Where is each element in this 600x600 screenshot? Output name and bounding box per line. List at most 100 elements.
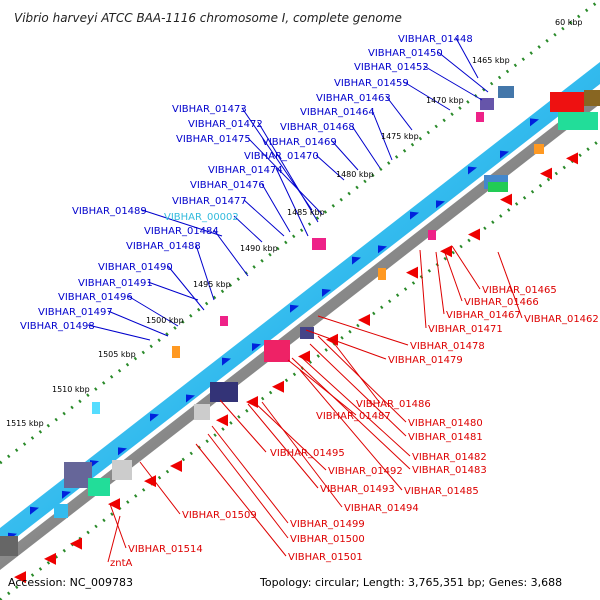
gene-feature-box — [194, 404, 210, 420]
reverse-gene-arrow — [500, 193, 512, 206]
reverse-gene-arrow — [440, 245, 452, 258]
gene-label-upper[interactable]: VIBHAR_01472 — [188, 119, 263, 130]
gene-label-lower[interactable]: VIBHAR_01471 — [428, 324, 503, 335]
gene-label-lower[interactable]: zntA — [110, 558, 133, 569]
reverse-gene-arrow — [468, 228, 480, 241]
gene-label-upper[interactable]: VIBHAR_01476 — [190, 180, 265, 191]
leader-line-lower — [195, 443, 287, 557]
gene-feature-box — [534, 144, 544, 154]
gene-label-lower[interactable]: VIBHAR_01465 — [482, 285, 557, 296]
gene-label-upper[interactable]: VIBHAR_01488 — [126, 241, 201, 252]
gene-label-lower[interactable]: VIBHAR_01501 — [288, 552, 363, 563]
gene-label-upper[interactable]: VIBHAR_01459 — [334, 78, 409, 89]
gene-label-upper[interactable]: VIBHAR_01474 — [208, 165, 283, 176]
gene-label-lower[interactable]: VIBHAR_01493 — [320, 484, 395, 495]
reverse-gene-arrow — [70, 537, 82, 550]
gene-label-lower[interactable]: VIBHAR_01514 — [128, 544, 203, 555]
reverse-gene-arrow — [44, 552, 56, 565]
tick-label: 1470 kbp — [426, 96, 464, 105]
gene-label-upper[interactable]: VIBHAR_01477 — [172, 196, 247, 207]
tick-label: 1465 kbp — [472, 56, 510, 65]
gene-label-upper[interactable]: VIBHAR_01452 — [354, 62, 429, 73]
leader-line-upper — [107, 310, 169, 337]
reverse-gene-arrow — [298, 350, 310, 363]
gene-label-lower[interactable]: VIBHAR_01482 — [412, 452, 487, 463]
gene-feature-box — [300, 327, 314, 339]
gene-label-upper[interactable]: VIBHAR_01484 — [144, 226, 219, 237]
leader-line-lower — [109, 503, 127, 549]
reverse-gene-arrow — [406, 266, 418, 279]
gene-label-lower[interactable]: VIBHAR_01466 — [464, 297, 539, 308]
label-leaders — [87, 37, 523, 563]
map-title: Vibrio harveyi ATCC BAA-1116 chromosome … — [14, 11, 402, 25]
leader-line-lower — [299, 369, 403, 491]
gene-label-upper[interactable]: VIBHAR_01490 — [98, 262, 173, 273]
gene-label-upper[interactable]: VIBHAR_01489 — [72, 206, 147, 217]
leader-line-lower — [207, 433, 289, 539]
gene-label-upper[interactable]: VIBHAR_01473 — [172, 104, 247, 115]
gene-label-upper[interactable]: VIBHAR_01491 — [78, 278, 153, 289]
accession-text: Accession: NC_009783 — [8, 576, 133, 589]
gene-label-upper[interactable]: VIBHAR_01496 — [58, 292, 133, 303]
gene-label-upper[interactable]: VIBHAR_01468 — [280, 122, 355, 133]
gene-label-upper[interactable]: VIBHAR_01469 — [262, 137, 337, 148]
gene-label-upper[interactable]: VIBHAR_01498 — [20, 321, 95, 332]
leader-line-upper — [167, 265, 205, 311]
gene-label-lower[interactable]: VIBHAR_01509 — [182, 510, 257, 521]
leader-line-lower — [261, 401, 343, 508]
gene-feature-box — [264, 340, 290, 362]
forward-genes — [8, 104, 569, 541]
gene-label-lower[interactable]: VIBHAR_01478 — [410, 341, 485, 352]
leader-line-upper — [195, 244, 215, 301]
forward-gene-arrow — [62, 490, 71, 499]
leader-line-lower — [317, 335, 407, 423]
gene-label-lower[interactable]: VIBHAR_01494 — [344, 503, 419, 514]
leader-line-lower — [305, 329, 387, 360]
gene-feature-box — [312, 238, 326, 250]
gene-label-lower[interactable]: VIBHAR_01485 — [404, 486, 479, 497]
gene-feature-box — [378, 268, 386, 280]
gene-label-lower[interactable]: VIBHAR_01499 — [290, 519, 365, 530]
gene-label-lower[interactable]: VIBHAR_01492 — [328, 466, 403, 477]
gene-label-upper[interactable]: VIBHAR_01450 — [368, 48, 443, 59]
leader-line-upper — [385, 95, 413, 131]
gene-label-upper[interactable]: VIBHAR_01464 — [300, 107, 375, 118]
gene-label-upper[interactable]: VIBHAR_01475 — [176, 134, 251, 145]
gene-feature-box — [550, 92, 584, 112]
gene-feature-box — [92, 402, 100, 414]
kbp-tick-track-outer — [0, 0, 600, 465]
gene-feature-box — [220, 316, 228, 326]
gene-label-lower[interactable]: VIBHAR_01480 — [408, 418, 483, 429]
gene-label-lower[interactable]: VIBHAR_01486 — [356, 399, 431, 410]
reverse-gene-arrow — [540, 167, 552, 180]
leader-line-lower — [291, 357, 411, 470]
gene-label-upper[interactable]: VIBHAR_01448 — [398, 34, 473, 45]
gene-label-lower[interactable]: VIBHAR_01462 — [524, 314, 599, 325]
leader-line-lower — [329, 337, 381, 404]
rna-label-upper[interactable]: VIBHAR_00002 — [164, 212, 239, 223]
forward-gene-arrow — [468, 166, 477, 175]
gene-label-lower[interactable]: VIBHAR_01467 — [446, 310, 521, 321]
gene-label-lower[interactable]: VIBHAR_01483 — [412, 465, 487, 476]
gene-label-lower[interactable]: VIBHAR_01495 — [270, 448, 345, 459]
gene-label-lower[interactable]: VIBHAR_01500 — [290, 534, 365, 545]
leader-line-lower — [435, 251, 445, 315]
tick-label: 1485 kbp — [287, 208, 325, 217]
gene-feature-box — [88, 478, 110, 496]
forward-gene-arrow — [150, 413, 159, 422]
forward-gene-arrow — [322, 288, 331, 297]
leader-line-lower — [299, 355, 411, 457]
gene-label-upper[interactable]: VIBHAR_01497 — [38, 307, 113, 318]
leader-line-upper — [127, 295, 179, 327]
gene-label-upper[interactable]: VIBHAR_01470 — [244, 151, 319, 162]
gene-feature-box — [488, 182, 508, 192]
gene-label-lower[interactable]: VIBHAR_01479 — [388, 355, 463, 366]
tick-label: 1495 kbp — [193, 280, 231, 289]
leader-line-lower — [419, 249, 427, 329]
gene-label-upper[interactable]: VIBHAR_01463 — [316, 93, 391, 104]
gene-label-lower[interactable]: VIBHAR_01481 — [408, 432, 483, 443]
gene-label-lower[interactable]: VIBHAR_01487 — [316, 411, 391, 422]
gene-feature-box — [172, 346, 180, 358]
forward-gene-arrow — [410, 211, 419, 220]
